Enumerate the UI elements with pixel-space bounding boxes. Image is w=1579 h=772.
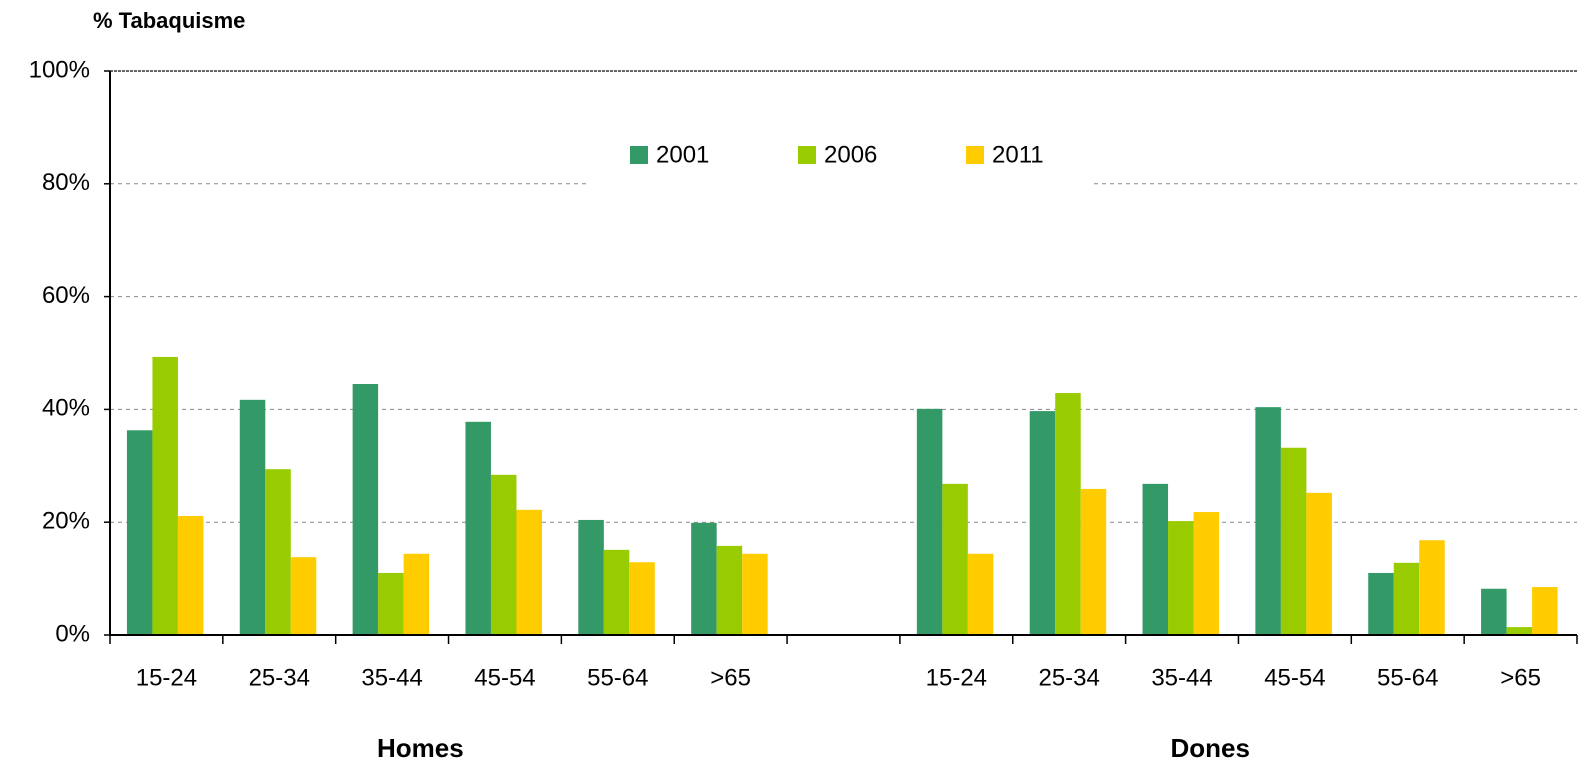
bar: [1368, 572, 1394, 635]
bar: [177, 515, 204, 635]
bar: [1029, 411, 1056, 635]
bar: [1393, 562, 1420, 635]
legend-box: [588, 118, 1093, 196]
y-tick-label: 20%: [42, 508, 90, 535]
x-tick-label: >65: [1500, 664, 1541, 691]
y-tick-label: 40%: [42, 395, 90, 422]
x-tick-label: 45-54: [474, 664, 535, 691]
bar: [578, 519, 604, 635]
bar: [490, 474, 517, 635]
y-tick-label: 60%: [42, 282, 90, 309]
bar: [629, 562, 655, 635]
bar: [1306, 492, 1332, 635]
x-tick-label: >65: [710, 664, 751, 691]
bar: [1193, 512, 1220, 635]
x-tick-label: 35-44: [1151, 664, 1212, 691]
bar: [290, 557, 317, 635]
bar: [603, 549, 630, 635]
y-tick-label: 80%: [42, 169, 90, 196]
bar: [152, 356, 178, 635]
bar: [1481, 588, 1507, 635]
bar: [1419, 540, 1445, 635]
x-tick-label: 15-24: [926, 664, 987, 691]
bar: [716, 545, 743, 635]
group-label: Homes: [377, 733, 464, 763]
bar: [1506, 627, 1533, 635]
bar: [691, 522, 717, 635]
bar: [1168, 521, 1194, 635]
bar: [1055, 393, 1081, 635]
x-tick-label: 25-34: [249, 664, 310, 691]
x-tick-label: 45-54: [1264, 664, 1325, 691]
legend-swatch: [630, 146, 648, 164]
bar: [516, 509, 542, 635]
bar: [126, 430, 153, 635]
y-tick-label: 100%: [29, 56, 90, 83]
bar: [265, 469, 291, 635]
bar: [742, 553, 768, 635]
bar: [1255, 407, 1281, 635]
bar: [378, 572, 404, 635]
bar: [1080, 488, 1107, 635]
bar: [1280, 447, 1307, 635]
legend-swatch: [798, 146, 816, 164]
bar: [916, 408, 943, 635]
group-label: Dones: [1171, 733, 1250, 763]
x-tick-label: 15-24: [136, 664, 197, 691]
x-tick-label: 55-64: [1377, 664, 1438, 691]
bar: [942, 483, 968, 635]
legend-label: 2006: [824, 141, 877, 168]
legend-swatch: [966, 146, 984, 164]
bar: [465, 421, 491, 635]
x-tick-label: 35-44: [361, 664, 422, 691]
bar: [403, 553, 430, 635]
legend-label: 2011: [992, 141, 1044, 168]
x-tick-label: 55-64: [587, 664, 648, 691]
bar: [239, 399, 266, 635]
bar: [967, 553, 994, 635]
y-axis-label: % Tabaquisme: [93, 8, 245, 33]
x-tick-label: 25-34: [1038, 664, 1099, 691]
bar: [1142, 483, 1169, 635]
bar: [1532, 587, 1558, 635]
y-tick-label: 0%: [55, 620, 90, 647]
bar: [352, 384, 379, 635]
legend-label: 2001: [656, 141, 709, 168]
